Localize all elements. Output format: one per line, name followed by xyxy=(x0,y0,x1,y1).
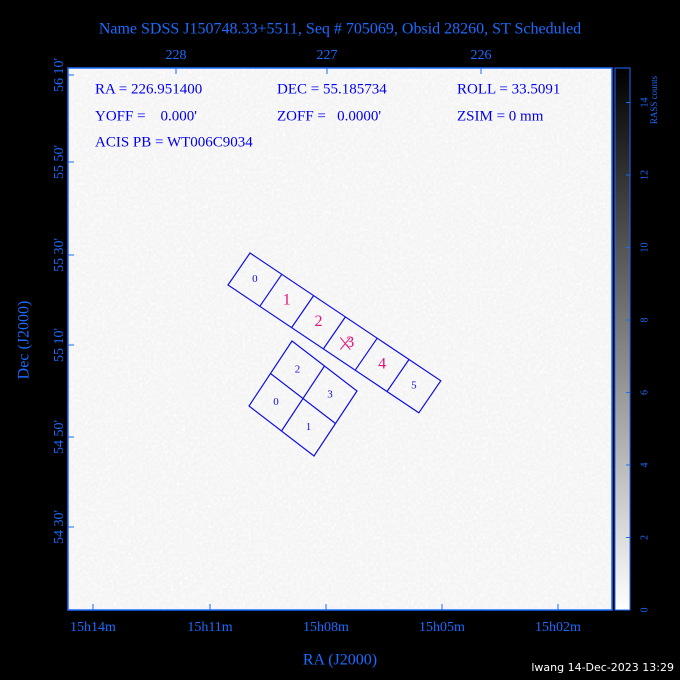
info-text: DEC = 55.185734 xyxy=(277,81,387,97)
colorbar-tick-label: 2 xyxy=(639,535,650,540)
colorbar-tick-label: 6 xyxy=(639,390,650,395)
left-tick-label: 54 50' xyxy=(52,420,67,454)
chip-label: 4 xyxy=(378,356,386,373)
info-text: RA = 226.951400 xyxy=(95,81,202,97)
colorbar-tick-label: 0 xyxy=(639,608,650,613)
colorbar xyxy=(614,67,631,611)
colorbar-tick-label: 10 xyxy=(639,243,650,253)
chip-divider xyxy=(270,373,336,424)
left-tick-label: 54 30' xyxy=(52,510,67,544)
chip-label: 1 xyxy=(306,421,312,433)
info-text: ZSIM = 0 mm xyxy=(457,108,544,124)
left-tick-label: 55 50' xyxy=(52,145,67,179)
y-axis-label: Dec (J2000) xyxy=(16,301,33,380)
colorbar-tick-label: 14 xyxy=(639,98,650,108)
title: Name SDSS J150748.33+5511, Seq # 705069,… xyxy=(99,21,581,38)
bottom-tick-label: 15h05m xyxy=(419,620,465,635)
bottom-tick-label: 15h02m xyxy=(535,620,581,635)
colorbar-tick-label: 12 xyxy=(639,170,650,180)
sky-image xyxy=(67,67,613,611)
bottom-tick-label: 15h14m xyxy=(70,620,116,635)
chip-divider xyxy=(259,273,283,307)
chip-label: 3 xyxy=(346,334,354,351)
bottom-tick-label: 15h08m xyxy=(303,620,349,635)
chip-divider xyxy=(291,295,315,328)
colorbar-tick-label: 8 xyxy=(639,318,650,323)
chip-divider xyxy=(354,337,378,371)
chip-label: 3 xyxy=(327,388,333,400)
top-tick-label: 228 xyxy=(166,48,187,63)
info-text: YOFF = 0.000' xyxy=(95,108,197,124)
x-axis-label: RA (J2000) xyxy=(303,652,377,669)
chip-label: 2 xyxy=(315,313,323,330)
info-text: ACIS PB = WT006C9034 xyxy=(95,134,253,150)
timestamp: lwang 14-Dec-2023 13:29 xyxy=(531,661,674,674)
chip-label: 1 xyxy=(283,292,291,309)
left-tick-label: 55 30' xyxy=(52,238,67,272)
chip-label: 5 xyxy=(411,380,417,392)
target-marker xyxy=(339,337,351,350)
chip-label: 2 xyxy=(295,363,301,375)
chip-label: 0 xyxy=(252,273,258,285)
top-tick-label: 226 xyxy=(471,48,492,63)
chip-divider xyxy=(322,316,346,350)
left-tick-label: 56 10' xyxy=(52,58,67,92)
acis-s-outline xyxy=(227,252,442,414)
chip-label: 0 xyxy=(273,396,279,408)
acis-i-outline xyxy=(248,340,358,457)
top-tick-label: 227 xyxy=(317,48,338,63)
left-tick-label: 55 10' xyxy=(52,328,67,362)
info-block: RA = 226.951400 DEC = 55.185734 ROLL = 3… xyxy=(95,81,560,150)
info-text: ZOFF = 0.0000' xyxy=(277,108,381,124)
colorbar-tick-label: 4 xyxy=(639,463,650,468)
info-text: ROLL = 33.5091 xyxy=(457,81,560,97)
bottom-tick-label: 15h11m xyxy=(187,620,232,635)
acis-chips xyxy=(227,252,442,457)
colorbar-label: RASS counts xyxy=(649,75,659,124)
chip-divider xyxy=(386,359,410,392)
